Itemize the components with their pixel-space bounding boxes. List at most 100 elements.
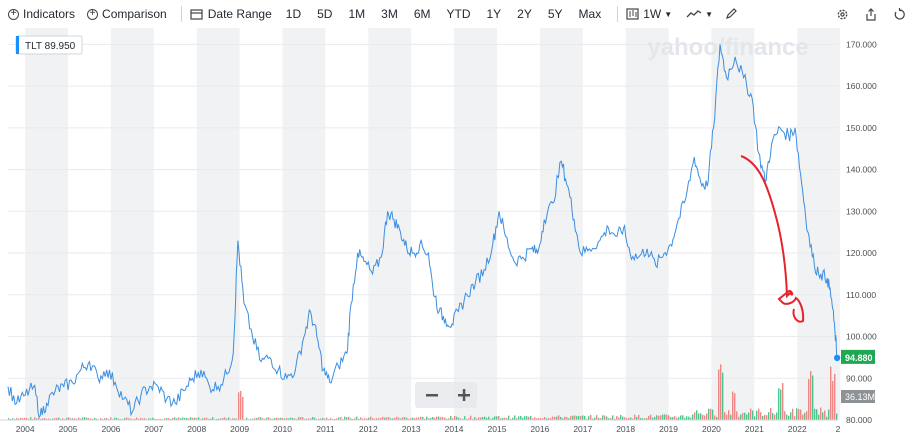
volume-bar xyxy=(78,417,80,420)
volume-bar xyxy=(610,418,612,420)
draw-button[interactable] xyxy=(725,8,737,20)
volume-bar xyxy=(666,414,668,420)
range-button-5y[interactable]: 5Y xyxy=(547,7,563,21)
volume-bar xyxy=(228,417,230,420)
volume-bar xyxy=(682,415,684,420)
x-tick-label: 2008 xyxy=(187,424,206,434)
indicators-button[interactable]: + Indicators xyxy=(8,7,75,21)
volume-bar xyxy=(12,418,14,420)
volume-bar xyxy=(594,417,596,420)
range-button-3m[interactable]: 3M xyxy=(381,7,398,21)
volume-bar xyxy=(696,410,698,420)
zoom-in-button[interactable] xyxy=(458,389,470,401)
volume-bar xyxy=(100,418,102,420)
range-button-5d[interactable]: 5D xyxy=(317,7,333,21)
interval-select[interactable]: 1W ▼ xyxy=(626,7,672,21)
indicators-label: Indicators xyxy=(23,7,76,21)
volume-bar xyxy=(534,417,536,420)
volume-bar xyxy=(518,416,520,420)
volume-bar xyxy=(246,417,248,420)
zoom-out-button[interactable] xyxy=(426,394,438,397)
year-band xyxy=(797,28,841,420)
volume-bar xyxy=(106,418,108,420)
volume-bar xyxy=(172,417,174,420)
volume-bar xyxy=(28,418,30,420)
calendar-icon xyxy=(190,9,203,20)
volume-bar xyxy=(152,417,154,420)
volume-bar xyxy=(448,418,450,420)
range-button-6m[interactable]: 6M xyxy=(413,7,431,21)
volume-bar xyxy=(464,416,466,420)
volume-bar xyxy=(422,416,424,420)
volume-bar xyxy=(454,416,456,420)
volume-bar xyxy=(406,417,408,420)
price-chart[interactable]: yahoo/finance 170.000 160.000 150.000 140.0… xyxy=(0,28,918,443)
volume-bar xyxy=(274,417,276,420)
volume-bar xyxy=(134,418,136,420)
volume-bar xyxy=(240,390,242,420)
settings-button[interactable] xyxy=(836,8,849,21)
volume-bar xyxy=(394,417,396,420)
volume-bar xyxy=(614,418,616,420)
y-tick-label: 120.000 xyxy=(846,248,877,258)
volume-bar xyxy=(466,418,468,420)
volume-bar xyxy=(728,410,730,420)
volume-bar xyxy=(676,417,678,420)
volume-bar xyxy=(404,416,406,420)
range-button-1d[interactable]: 1D xyxy=(285,7,302,21)
volume-bar xyxy=(768,412,770,420)
volume-bar xyxy=(804,412,806,420)
ticker-legend[interactable]: TLT 89.950 xyxy=(15,35,83,55)
volume-bar xyxy=(136,417,138,420)
volume-bar xyxy=(578,415,580,420)
x-tick-label: 2018 xyxy=(616,424,635,434)
volume-bar xyxy=(638,414,640,420)
volume-bar xyxy=(484,416,486,420)
range-button-1m[interactable]: 1M xyxy=(348,7,366,21)
reset-button[interactable] xyxy=(893,7,906,21)
volume-bar xyxy=(350,418,352,420)
volume-bar xyxy=(68,417,70,420)
volume-bar xyxy=(396,416,398,420)
range-button-max[interactable]: Max xyxy=(578,7,602,21)
volume-bar xyxy=(192,417,194,420)
volume-bar xyxy=(770,408,772,420)
volume-bar xyxy=(486,417,488,420)
date-range-button[interactable]: Date Range xyxy=(190,7,272,21)
volume-bar xyxy=(524,416,526,420)
volume-bar xyxy=(180,418,182,420)
candle-icon xyxy=(626,8,639,20)
volume-bar xyxy=(138,418,140,420)
volume-bar xyxy=(584,416,586,420)
range-button-1y[interactable]: 1Y xyxy=(486,7,502,21)
volume-bar xyxy=(72,418,74,420)
volume-bar xyxy=(276,417,278,420)
volume-bar xyxy=(572,415,574,420)
volume-bar xyxy=(574,415,576,420)
volume-bar xyxy=(830,366,832,420)
volume-bar xyxy=(298,417,300,420)
volume-bar xyxy=(150,418,152,420)
volume-bar xyxy=(154,418,156,420)
x-tick-label: 2019 xyxy=(659,424,678,434)
volume-bar xyxy=(34,417,36,420)
volume-bar xyxy=(444,417,446,420)
volume-label: 36.13M xyxy=(845,392,875,402)
volume-bar xyxy=(582,415,584,420)
volume-bar xyxy=(514,415,516,420)
toolbar-divider xyxy=(617,6,619,22)
volume-bar xyxy=(536,418,538,420)
volume-bar xyxy=(360,417,362,420)
y-tick-label: 80.000 xyxy=(846,415,872,425)
share-button[interactable] xyxy=(865,7,877,21)
volume-bar xyxy=(742,412,744,420)
y-axis: 170.000 160.000 150.000 140.000 130.000 120.0… xyxy=(841,39,877,425)
chart-type-select[interactable]: ▼ xyxy=(686,9,713,19)
range-button-ytd[interactable]: YTD xyxy=(446,7,471,21)
volume-bar xyxy=(168,418,170,420)
volume-bar xyxy=(634,414,636,420)
comparison-button[interactable]: + Comparison xyxy=(87,7,167,21)
volume-bar xyxy=(626,418,628,420)
volume-bar xyxy=(388,417,390,420)
range-button-2y[interactable]: 2Y xyxy=(517,7,532,21)
